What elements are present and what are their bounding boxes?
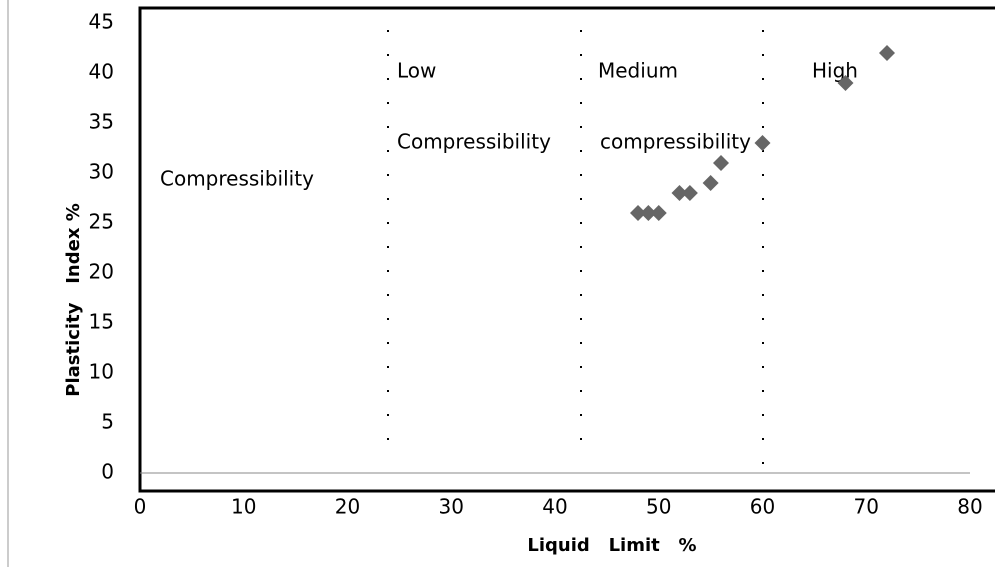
y-tick-label: 15 [89,310,114,334]
y-tick-label: 40 [89,60,114,84]
data-point [630,205,646,221]
x-tick-label: 40 [542,495,567,519]
y-axis-label: Plasticity Index % [63,203,84,397]
data-point [681,185,698,201]
zone-label: Compressibility [397,130,551,154]
y-tick-label: 25 [89,210,114,234]
data-point [650,205,667,221]
y-tick-label: 45 [89,10,114,34]
zone-label: Low [397,59,436,83]
zone-label: Medium [598,59,678,83]
x-tick-label: 80 [957,495,982,519]
y-tick-label: 5 [101,410,114,434]
y-tick-label: 30 [89,160,114,184]
x-tick-label: 70 [854,495,879,519]
x-tick-label: 50 [646,495,671,519]
data-point [702,175,719,191]
x-tick-label: 20 [335,495,360,519]
x-tick-label: 60 [750,495,775,519]
x-tick-label: 0 [134,495,147,519]
y-tick-label: 0 [101,460,114,484]
zone-label: High [812,59,858,83]
data-point [671,185,688,201]
x-tick-label: 10 [231,495,256,519]
data-point [837,75,854,91]
plot-frame [138,6,995,493]
data-point [640,205,657,221]
y-tick-label: 20 [89,260,114,284]
zone-label: compressibility [600,130,751,154]
y-tick-label: 10 [89,360,114,384]
x-tick-label: 30 [439,495,464,519]
zone-label: Compressibility [160,167,314,191]
y-tick-label: 35 [89,110,114,134]
data-point [713,155,729,171]
x-axis-label: Liquid Limit % [527,535,696,556]
data-point [879,45,895,61]
data-point [754,135,771,151]
